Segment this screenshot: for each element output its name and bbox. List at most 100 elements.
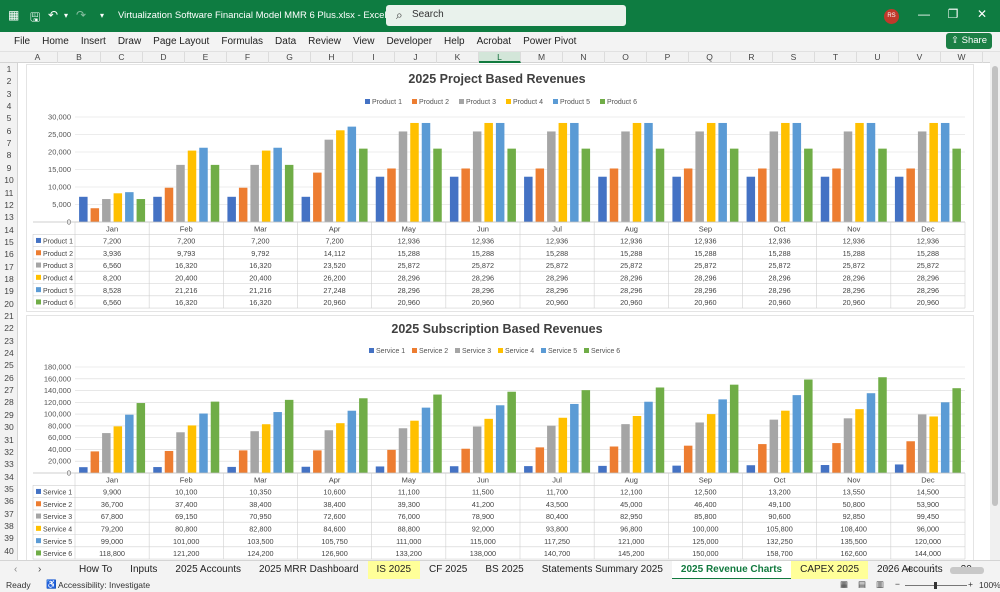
bar-product-2-jun[interactable]	[461, 168, 470, 222]
bar-service-5-jul[interactable]	[570, 403, 579, 473]
bar-product-5-jan[interactable]	[125, 192, 134, 222]
bar-product-5-oct[interactable]	[792, 122, 802, 222]
bar-service-2-apr[interactable]	[313, 450, 322, 473]
row-header-13[interactable]: 13	[4, 212, 14, 223]
bar-product-1-sep[interactable]	[672, 176, 681, 222]
bar-product-1-dec[interactable]	[894, 176, 904, 222]
vertical-scrollbar[interactable]	[990, 52, 1000, 560]
column-header-r[interactable]: R	[731, 52, 773, 63]
bar-service-3-may[interactable]	[398, 428, 408, 473]
row-header-34[interactable]: 34	[4, 471, 14, 482]
sheet-tab-is-2025[interactable]: IS 2025	[367, 561, 421, 580]
column-header-c[interactable]: C	[101, 52, 143, 63]
bar-service-1-may[interactable]	[375, 466, 385, 473]
row-header-21[interactable]: 21	[4, 311, 14, 321]
bar-product-5-aug[interactable]	[644, 122, 653, 222]
bar-product-3-mar[interactable]	[250, 164, 259, 222]
bar-service-6-dec[interactable]	[952, 388, 961, 473]
bar-product-3-aug[interactable]	[621, 131, 630, 222]
bar-service-2-oct[interactable]	[758, 444, 767, 473]
avatar[interactable]: RS	[884, 9, 899, 24]
column-header-u[interactable]: U	[857, 52, 899, 63]
bar-product-4-jul[interactable]	[558, 122, 568, 222]
bar-product-4-may[interactable]	[410, 122, 419, 222]
row-header-24[interactable]: 24	[4, 348, 14, 359]
menu-page-layout[interactable]: Page Layout	[153, 36, 210, 47]
bar-product-4-sep[interactable]	[706, 122, 716, 222]
bar-product-3-jun[interactable]	[472, 131, 482, 222]
menu-review[interactable]: Review	[308, 36, 341, 47]
add-sheet-icon[interactable]: +	[906, 562, 914, 576]
bar-product-3-sep[interactable]	[695, 131, 704, 222]
menu-home[interactable]: Home	[42, 36, 69, 47]
row-header-36[interactable]: 36	[4, 496, 14, 507]
bar-service-5-sep[interactable]	[718, 399, 727, 473]
menu-help[interactable]: Help	[444, 36, 465, 47]
bar-service-3-feb[interactable]	[176, 432, 185, 473]
bar-product-5-feb[interactable]	[199, 147, 208, 222]
search-box[interactable]: ⌕ Search	[386, 5, 626, 26]
column-header-j[interactable]: J	[395, 52, 437, 63]
row-header-5[interactable]: 5	[6, 113, 12, 124]
sheet-tab-2025-revenue-charts[interactable]: 2025 Revenue Charts	[671, 561, 792, 580]
bar-service-5-aug[interactable]	[644, 401, 653, 473]
column-header-k[interactable]: K	[437, 52, 479, 63]
column-header-h[interactable]: H	[311, 52, 353, 63]
bar-product-4-jan[interactable]	[113, 193, 123, 222]
zoom-in-icon[interactable]: +	[968, 579, 973, 589]
bar-product-6-oct[interactable]	[804, 148, 813, 222]
bar-product-2-apr[interactable]	[313, 172, 322, 222]
row-header-39[interactable]: 39	[4, 533, 14, 544]
bar-product-3-oct[interactable]	[769, 131, 779, 222]
bar-product-2-jan[interactable]	[90, 208, 100, 222]
bar-service-6-aug[interactable]	[655, 387, 665, 473]
row-header-26[interactable]: 26	[4, 372, 14, 383]
more-tabs-icon[interactable]: ⋯	[884, 563, 894, 574]
sheet-tab-inputs[interactable]: Inputs	[130, 564, 158, 575]
row-header-32[interactable]: 32	[4, 446, 14, 457]
column-header-g[interactable]: G	[269, 52, 311, 63]
minimize-icon[interactable]: —	[918, 7, 930, 21]
row-header-25[interactable]: 25	[4, 360, 14, 371]
bar-product-4-dec[interactable]	[929, 122, 938, 222]
bar-product-5-sep[interactable]	[718, 122, 727, 222]
bar-product-1-nov[interactable]	[820, 176, 830, 222]
menu-file[interactable]: File	[14, 36, 31, 47]
bar-product-2-jul[interactable]	[535, 168, 545, 222]
row-header-14[interactable]: 14	[4, 224, 14, 235]
row-header-19[interactable]: 19	[4, 286, 14, 297]
scrollbar-thumb[interactable]	[992, 66, 998, 506]
menu-formulas[interactable]: Formulas	[221, 36, 264, 47]
bar-product-4-oct[interactable]	[781, 122, 790, 222]
bar-product-5-may[interactable]	[421, 122, 431, 222]
tab-scroll-right-icon[interactable]: ›	[38, 564, 42, 575]
row-header-10[interactable]: 10	[4, 175, 14, 186]
menu-power-pivot[interactable]: Power Pivot	[523, 36, 577, 47]
bar-product-2-mar[interactable]	[238, 187, 248, 222]
row-header-1[interactable]: 1	[6, 64, 12, 74]
bar-product-3-apr[interactable]	[324, 139, 334, 222]
chart-project-revenues[interactable]: 2025 Project Based Revenues Product 1 Prod…	[26, 64, 974, 312]
row-header-35[interactable]: 35	[4, 483, 14, 494]
bar-product-4-apr[interactable]	[336, 130, 345, 222]
bar-product-1-aug[interactable]	[598, 176, 607, 222]
bar-product-2-nov[interactable]	[832, 168, 841, 222]
bar-service-5-oct[interactable]	[792, 395, 802, 473]
bar-product-5-jun[interactable]	[495, 122, 505, 222]
bar-product-4-mar[interactable]	[261, 150, 271, 222]
bar-product-6-nov[interactable]	[878, 148, 887, 222]
bar-service-6-oct[interactable]	[804, 379, 813, 473]
bar-service-4-jun[interactable]	[484, 418, 493, 473]
menu-data[interactable]: Data	[275, 36, 297, 47]
bar-product-3-may[interactable]	[398, 131, 408, 222]
row-header-28[interactable]: 28	[4, 397, 14, 408]
restore-icon[interactable]: ❐	[947, 7, 959, 21]
bar-product-1-jul[interactable]	[524, 176, 533, 222]
row-header-30[interactable]: 30	[4, 422, 14, 433]
bar-product-6-may[interactable]	[433, 148, 442, 222]
sheet-tab-2025-accounts[interactable]: 2025 Accounts	[175, 564, 242, 575]
bar-service-1-dec[interactable]	[894, 464, 904, 473]
status-accessibility[interactable]: Accessibility: Investigate	[58, 580, 151, 590]
bar-product-6-sep[interactable]	[729, 148, 739, 222]
row-header-7[interactable]: 7	[6, 138, 12, 149]
